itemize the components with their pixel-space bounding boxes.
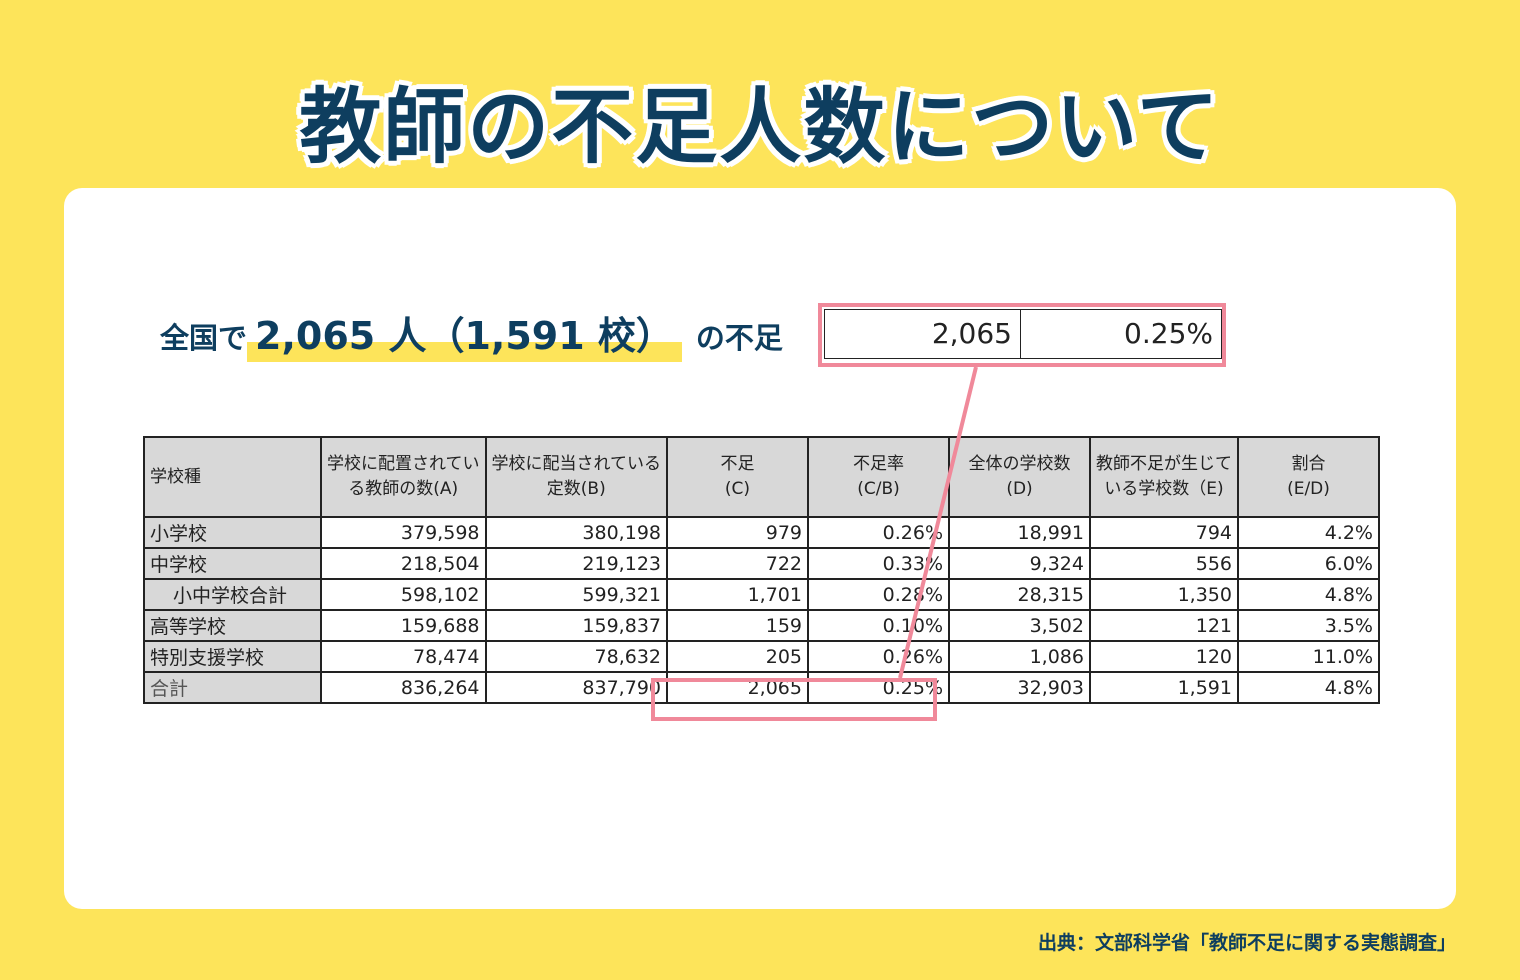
headline: 全国で 2,065 人（1,591 校） の不足 [160, 306, 783, 362]
table-header-row: 学校種 学校に配置されてい る教師の数(A) 学校に配当されている 定数(B) 不足… [143, 436, 1380, 518]
table-cell: 598,102 [320, 578, 487, 611]
table-cell: 159,837 [484, 609, 668, 642]
summary-shortage: 2,065 [825, 310, 1021, 358]
row-label: 小中学校合計 [143, 578, 322, 611]
page-title: 教師の不足人数について [299, 80, 1221, 175]
header-quota: 学校に配当されている 定数(B) [484, 436, 668, 518]
table-cell: 979 [666, 516, 809, 549]
table-cell: 4.8% [1237, 671, 1380, 704]
table-cell: 6.0% [1237, 547, 1380, 580]
table-cell: 0.33% [807, 547, 950, 580]
table-cell: 159 [666, 609, 809, 642]
header-ratio: 割合 (E/D) [1237, 436, 1380, 518]
row-label: 合計 [143, 671, 322, 704]
table-row: 小中学校合計 598,102 599,321 1,701 0.28% 28,31… [143, 578, 1380, 611]
table-cell: 837,790 [484, 671, 668, 704]
table-cell: 18,991 [948, 516, 1091, 549]
source-citation: 出典：文部科学省「教師不足に関する実態調査」 [1037, 932, 1456, 954]
table-cell: 0.26% [807, 640, 950, 673]
table-cell: 205 [666, 640, 809, 673]
table-row: 高等学校 159,688 159,837 159 0.10% 3,502 121… [143, 609, 1380, 642]
table-cell: 2,065 [666, 671, 809, 704]
table-cell: 3.5% [1237, 609, 1380, 642]
table-cell: 599,321 [484, 578, 668, 611]
table-cell: 0.25% [807, 671, 950, 704]
table-cell: 0.26% [807, 516, 950, 549]
row-label: 小学校 [143, 516, 322, 549]
header-total-schools: 全体の学校数 (D) [948, 436, 1091, 518]
table-cell: 1,350 [1089, 578, 1239, 611]
table-cell: 0.28% [807, 578, 950, 611]
table-cell: 11.0% [1237, 640, 1380, 673]
row-label: 高等学校 [143, 609, 322, 642]
headline-highlight: 2,065 人（1,591 校） [247, 310, 682, 362]
table-cell: 722 [666, 547, 809, 580]
table-row: 小学校 379,598 380,198 979 0.26% 18,991 794… [143, 516, 1380, 549]
table-cell: 1,591 [1089, 671, 1239, 704]
table-cell: 9,324 [948, 547, 1091, 580]
table-cell: 121 [1089, 609, 1239, 642]
header-schools-with-shortage: 教師不足が生じて いる学校数（E) [1089, 436, 1239, 518]
table-cell: 4.8% [1237, 578, 1380, 611]
table-cell: 836,264 [320, 671, 487, 704]
header-shortage-rate: 不足率 (C/B) [807, 436, 950, 518]
row-label: 中学校 [143, 547, 322, 580]
table-cell: 556 [1089, 547, 1239, 580]
table-cell: 120 [1089, 640, 1239, 673]
teacher-shortage-table: 学校種 学校に配置されてい る教師の数(A) 学校に配当されている 定数(B) 不足… [143, 436, 1380, 704]
table-cell: 159,688 [320, 609, 487, 642]
table-cell: 379,598 [320, 516, 487, 549]
table-cell: 78,474 [320, 640, 487, 673]
table-cell: 1,086 [948, 640, 1091, 673]
table-cell: 4.2% [1237, 516, 1380, 549]
table-cell: 380,198 [484, 516, 668, 549]
summary-rate: 0.25% [1124, 317, 1213, 350]
table-row: 特別支援学校 78,474 78,632 205 0.26% 1,086 120… [143, 640, 1380, 673]
table-cell: 28,315 [948, 578, 1091, 611]
header-school-type: 学校種 [143, 436, 322, 518]
table-cell: 3,502 [948, 609, 1091, 642]
header-teachers-assigned: 学校に配置されてい る教師の数(A) [320, 436, 487, 518]
table-row-total: 合計 836,264 837,790 2,065 0.25% 32,903 1,… [143, 671, 1380, 704]
table-row: 中学校 218,504 219,123 722 0.33% 9,324 556 … [143, 547, 1380, 580]
table-cell: 218,504 [320, 547, 487, 580]
table-cell: 219,123 [484, 547, 668, 580]
table-cell: 32,903 [948, 671, 1091, 704]
headline-suffix: の不足 [695, 321, 783, 355]
row-label: 特別支援学校 [143, 640, 322, 673]
table-cell: 794 [1089, 516, 1239, 549]
header-shortage: 不足 (C) [666, 436, 809, 518]
headline-prefix: 全国で [160, 321, 248, 355]
table-cell: 78,632 [484, 640, 668, 673]
summary-box: 2,065 0.25% [824, 309, 1222, 359]
table-cell: 0.10% [807, 609, 950, 642]
table-cell: 1,701 [666, 578, 809, 611]
